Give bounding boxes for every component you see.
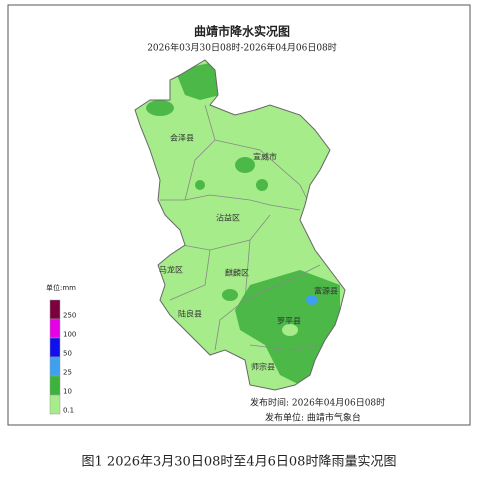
title: 曲靖市降水实况图 — [194, 24, 290, 39]
footer-time: 发布时间: 2026年04月06日08时 — [250, 397, 385, 409]
legend-swatch — [49, 299, 61, 320]
outline — [134, 59, 346, 391]
legend-title: 单位:mm — [46, 283, 76, 292]
rain-25 — [306, 295, 318, 305]
footer-unit: 发布单位: 曲靖市气象台 — [265, 412, 361, 424]
legend-label: 25 — [63, 369, 72, 377]
legend-swatch — [49, 394, 61, 415]
region-label: 富源县 — [314, 286, 338, 296]
region-label: 麒麟区 — [225, 268, 249, 278]
caption: 图1 2026年3月30日08时至4月6日08时降雨量实况图 — [82, 455, 397, 470]
region-label: 马龙区 — [159, 265, 183, 275]
legend-swatch — [49, 337, 61, 358]
boundaries — [160, 104, 321, 351]
rain-low-patch — [282, 324, 298, 336]
legend-label: 0.1 — [63, 407, 74, 415]
legend-swatch — [49, 356, 61, 377]
region-label: 师宗县 — [251, 362, 275, 372]
legend-label: 50 — [63, 350, 72, 358]
region-label: 沾益区 — [216, 213, 240, 223]
legend: 250 100 50 25 10 0.1 — [49, 299, 76, 415]
legend-label: 250 — [63, 312, 76, 320]
region-label: 陆良县 — [178, 309, 202, 319]
subtitle: 2026年03月30日08时-2026年04月06日08时 — [147, 42, 337, 54]
legend-label: 100 — [63, 331, 76, 339]
region-label: 罗平县 — [277, 317, 301, 326]
legend-swatch — [49, 375, 61, 396]
legend-swatch — [49, 318, 61, 339]
region-label: 宣威市 — [253, 152, 277, 162]
region-label: 会泽县 — [170, 133, 194, 143]
legend-label: 10 — [63, 388, 72, 396]
